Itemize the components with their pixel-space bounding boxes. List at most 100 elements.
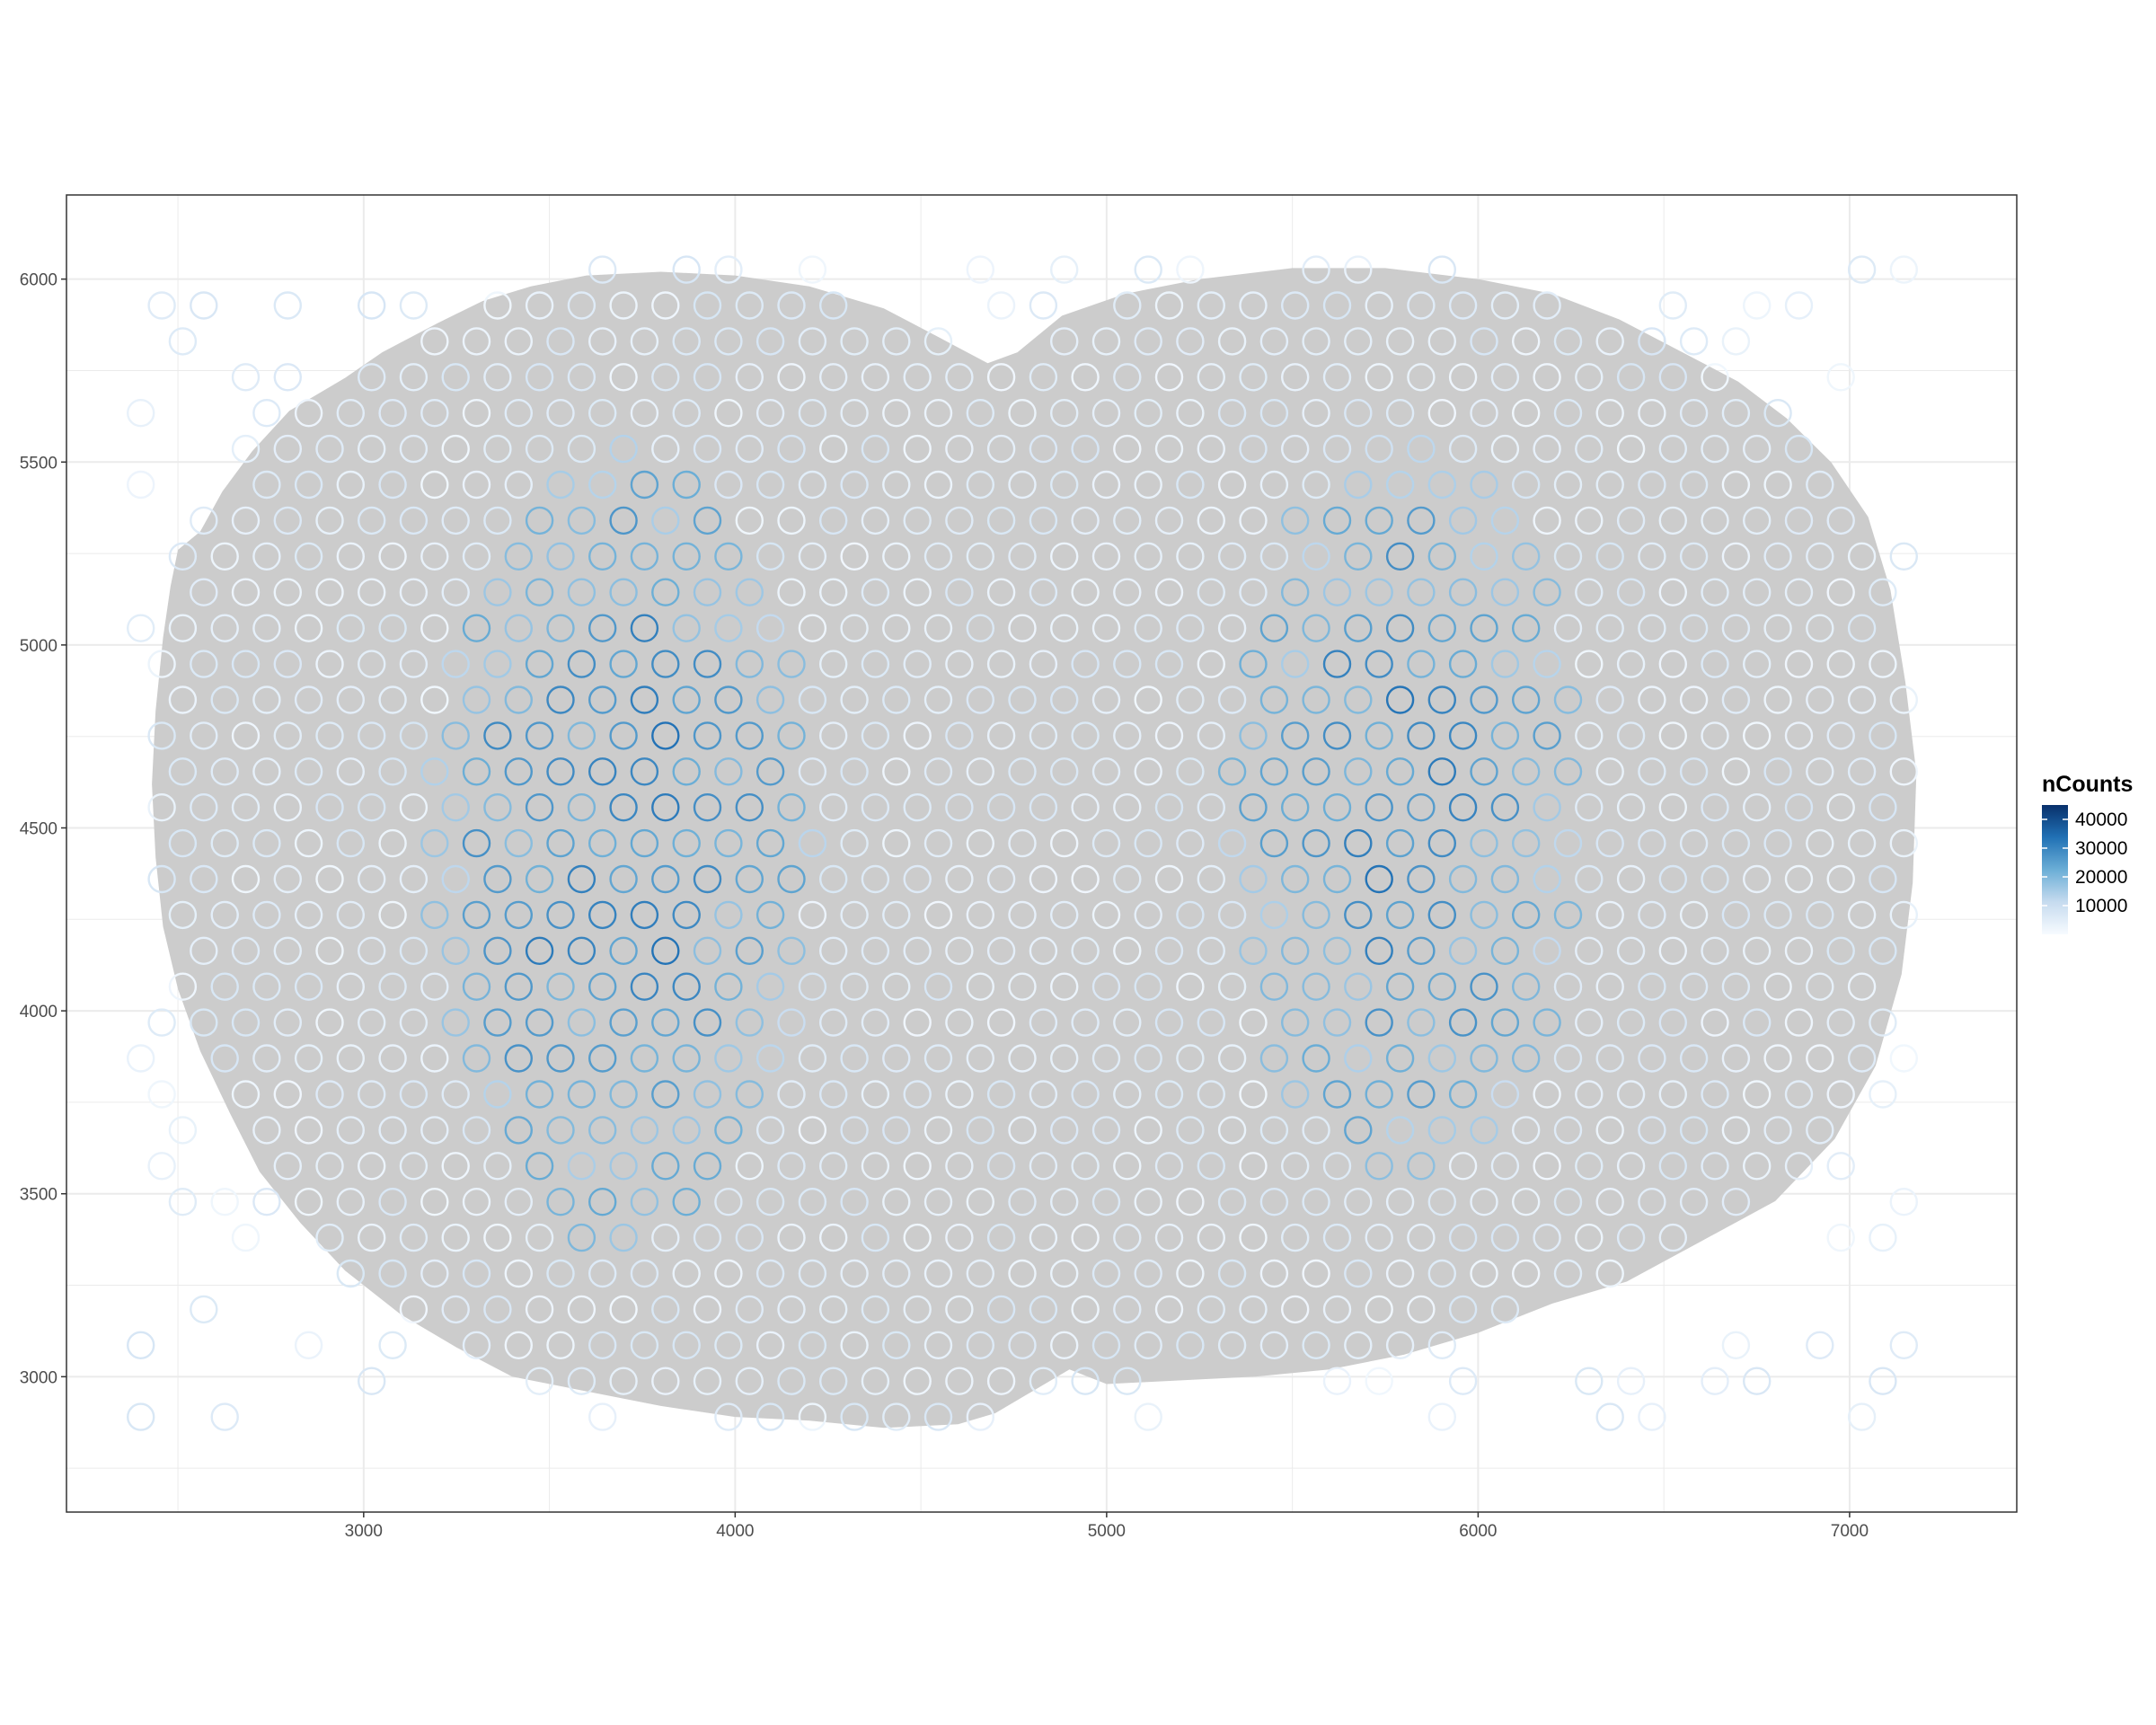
spot	[1679, 828, 1709, 858]
spot	[798, 1116, 827, 1145]
spot	[651, 1223, 680, 1252]
spot	[651, 1152, 680, 1181]
spot	[1679, 686, 1709, 714]
spot	[1280, 650, 1310, 678]
spot	[630, 828, 659, 858]
spot	[1008, 470, 1037, 500]
spot	[462, 1187, 491, 1216]
spot	[882, 757, 911, 786]
spot	[1176, 470, 1205, 500]
spot	[651, 1367, 680, 1395]
spot	[1322, 506, 1352, 535]
spot	[1217, 327, 1247, 356]
spot	[1826, 721, 1855, 750]
spot	[1049, 399, 1079, 428]
spot	[1889, 1331, 1919, 1360]
spot	[567, 1223, 596, 1252]
spot	[1763, 972, 1792, 1001]
spot	[1511, 972, 1541, 1001]
spot	[1302, 327, 1330, 356]
spot	[546, 470, 575, 500]
spot	[399, 506, 429, 535]
spot	[840, 470, 869, 500]
spot	[1427, 542, 1457, 571]
spot	[1322, 1080, 1352, 1109]
spot	[441, 650, 470, 678]
spot	[735, 1367, 764, 1395]
spot	[483, 1152, 512, 1181]
spot	[1575, 936, 1604, 966]
spot	[1826, 1008, 1855, 1037]
spot	[1847, 828, 1877, 858]
spot	[1490, 1008, 1520, 1037]
spot	[966, 1116, 995, 1145]
spot	[777, 363, 806, 392]
spot	[1658, 864, 1688, 894]
spot	[358, 864, 386, 894]
spot	[1889, 255, 1919, 284]
spot	[441, 1152, 470, 1181]
spot	[1511, 900, 1541, 930]
spot	[630, 614, 659, 642]
spot	[609, 1223, 638, 1252]
spot	[231, 1080, 261, 1109]
spot	[923, 757, 953, 786]
spot	[1322, 864, 1352, 894]
spot	[1869, 578, 1897, 606]
spot	[1217, 1331, 1247, 1360]
spot	[1763, 542, 1792, 571]
spot	[1217, 1044, 1247, 1073]
spot	[1344, 1044, 1373, 1073]
spot	[1239, 291, 1268, 320]
spot	[315, 650, 344, 678]
spot	[147, 1008, 176, 1037]
spot	[1071, 434, 1100, 464]
spot	[840, 828, 869, 858]
legend-tick-label: 30000	[2075, 838, 2127, 859]
spot	[1470, 686, 1498, 714]
spot	[441, 434, 470, 464]
spot	[1721, 1116, 1751, 1145]
spot	[1448, 650, 1478, 678]
spot	[1197, 721, 1226, 750]
spot	[1407, 1295, 1436, 1324]
spot	[735, 1080, 764, 1109]
spot	[546, 828, 575, 858]
spot	[1217, 1259, 1247, 1288]
spot	[1533, 793, 1561, 822]
y-tick-label: 5500	[20, 454, 57, 473]
spot	[1049, 828, 1079, 858]
spot	[525, 506, 554, 535]
spot	[630, 1187, 659, 1216]
spot	[1071, 864, 1100, 894]
spot	[273, 650, 302, 678]
spot	[735, 1223, 764, 1252]
spot	[210, 828, 239, 858]
spot	[945, 506, 974, 535]
spot	[1448, 1008, 1478, 1037]
spot	[1113, 434, 1142, 464]
spot	[315, 936, 344, 966]
spot	[190, 721, 218, 750]
spot	[378, 1331, 407, 1360]
spot	[252, 1116, 281, 1145]
spot	[945, 936, 974, 966]
spot	[1113, 1367, 1142, 1395]
spot	[126, 1044, 155, 1073]
spot	[336, 1259, 365, 1288]
spot	[1407, 1008, 1436, 1037]
spot	[1344, 542, 1373, 571]
spot	[755, 686, 785, 714]
spot	[1784, 1008, 1814, 1037]
spot	[1533, 434, 1561, 464]
spot	[1049, 327, 1079, 356]
spot	[1302, 972, 1330, 1001]
spot	[1763, 614, 1792, 642]
spot	[693, 506, 722, 535]
spot	[966, 1402, 995, 1431]
spot	[1197, 363, 1226, 392]
spot	[1448, 721, 1478, 750]
spot	[1049, 1331, 1079, 1360]
spot	[1071, 650, 1100, 678]
